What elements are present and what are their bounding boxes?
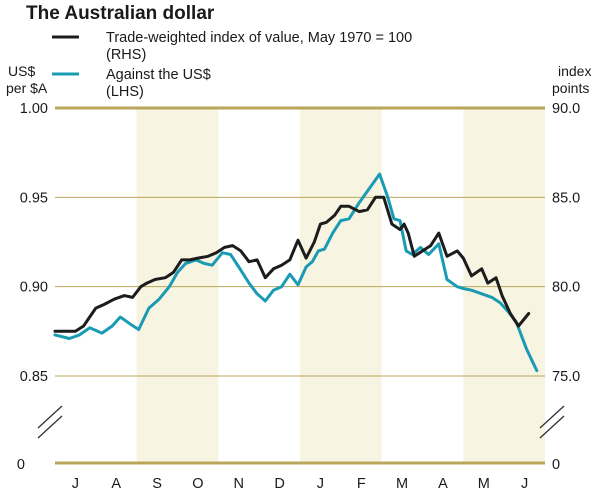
left-axis-ticks: 1.00 0.95 0.90 0.85 — [20, 101, 48, 385]
series-line-usd — [53, 172, 539, 373]
month-label-1: A — [111, 476, 121, 492]
left-tick-label-1: 0.95 — [20, 190, 48, 206]
left-axis-label-line2: per $A — [6, 80, 48, 96]
series-lines — [53, 172, 539, 373]
legend-label-twi: Trade-weighted index of value, May 1970 … — [106, 30, 412, 46]
legend: Trade-weighted index of value, May 1970 … — [52, 30, 412, 100]
shaded-band-6 — [300, 108, 341, 463]
left-tick-label-2: 0.90 — [20, 280, 48, 296]
right-tick-label-3: 75.0 — [552, 369, 580, 385]
shaded-band-3 — [177, 108, 219, 463]
gridlines — [55, 106, 545, 465]
month-label-4: N — [234, 476, 244, 492]
right-tick-label-0: 90.0 — [552, 101, 580, 117]
left-tick-label-0: 1.00 — [20, 101, 48, 117]
right-axis-label-line1: index — [558, 63, 591, 79]
right-axis-ticks: 90.0 85.0 80.0 75.0 — [552, 101, 580, 385]
month-label-7: F — [357, 476, 366, 492]
right-tick-label-2: 80.0 — [552, 280, 580, 296]
left-axis-label-line1: US$ — [8, 63, 35, 79]
shaded-band-7 — [340, 108, 382, 463]
month-label-3: O — [192, 476, 203, 492]
month-label-6: J — [317, 476, 324, 492]
month-label-0: J — [72, 476, 79, 492]
right-zero-label: 0 — [552, 457, 560, 473]
right-tick-label-1: 85.0 — [552, 190, 580, 206]
left-tick-label-3: 0.85 — [20, 369, 48, 385]
chart-title: The Australian dollar — [26, 3, 215, 24]
right-axis-label-line2: points — [552, 80, 589, 96]
break-mark-0 — [37, 405, 63, 429]
shaded-band-11 — [504, 108, 545, 463]
shaded-bands — [136, 108, 545, 463]
month-label-11: J — [521, 476, 528, 492]
series-line-twi — [53, 195, 531, 333]
month-label-10: M — [478, 476, 490, 492]
month-label-9: A — [438, 476, 448, 492]
month-label-8: M — [396, 476, 408, 492]
break-mark-3 — [539, 415, 565, 439]
left-zero-label: 0 — [17, 457, 25, 473]
break-mark-1 — [37, 415, 63, 439]
legend-label-usd: Against the US$ — [106, 67, 211, 83]
legend-sub-usd: (LHS) — [106, 84, 144, 100]
break-mark-2 — [539, 405, 565, 429]
month-label-2: S — [152, 476, 162, 492]
legend-sub-twi: (RHS) — [106, 47, 146, 63]
month-label-5: D — [274, 476, 284, 492]
axis-break-marks — [37, 405, 565, 439]
